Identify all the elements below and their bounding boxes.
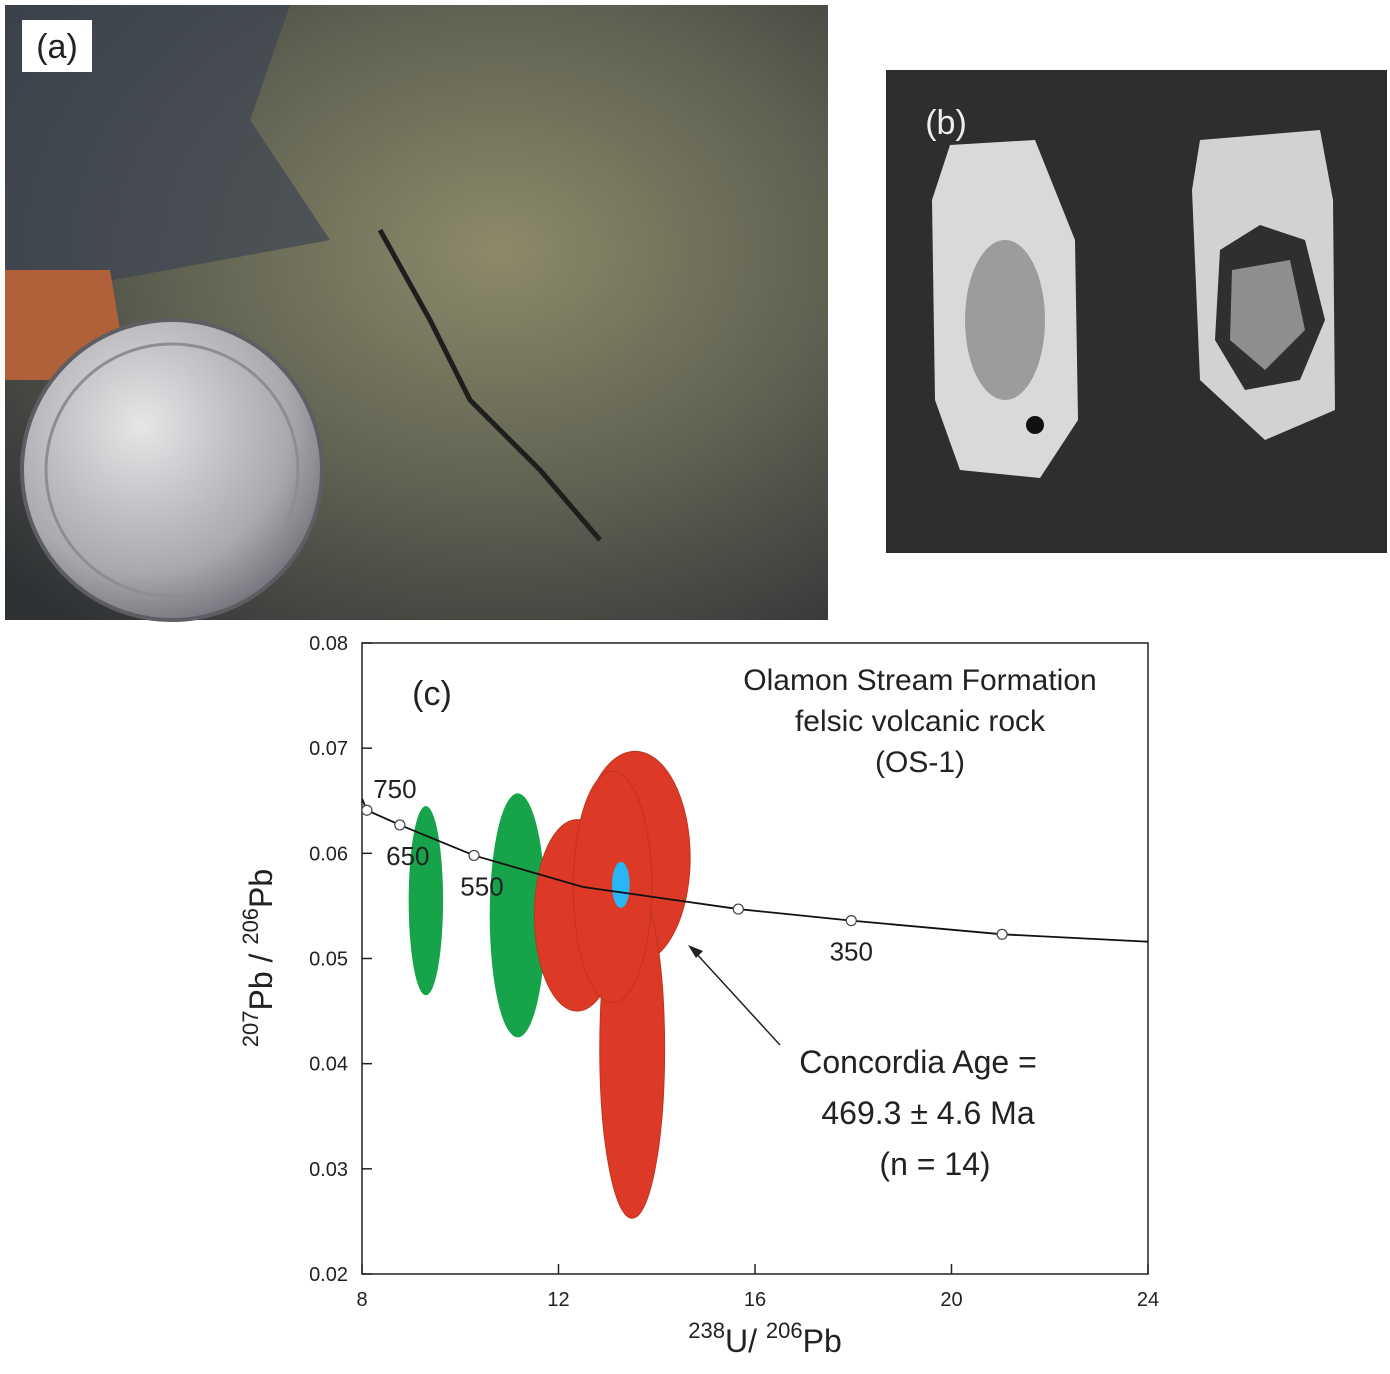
annotation: 469.3 ± 4.6 Ma	[821, 1095, 1034, 1131]
x-tick-label: 12	[547, 1289, 569, 1311]
axis-label-part: Pb	[803, 1323, 842, 1359]
y-tick-label: 0.04	[309, 1054, 348, 1076]
x-tick-label: 16	[744, 1289, 766, 1311]
axis-label-part: U/	[725, 1323, 766, 1359]
age-marker	[845, 915, 857, 927]
chart-title: felsic volcanic rock	[795, 705, 1046, 738]
x-tick-label: 24	[1137, 1289, 1159, 1311]
y-tick-label: 0.03	[309, 1159, 348, 1181]
chart-title: Olamon Stream Formation	[743, 664, 1096, 697]
panel-label: (b)	[925, 104, 967, 142]
age-marker	[394, 819, 406, 831]
arrow	[693, 950, 781, 1046]
age-marker	[361, 804, 373, 816]
y-tick-label: 0.08	[309, 633, 348, 655]
concordia-curve	[361, 798, 1149, 943]
chart-title: (OS-1)	[875, 746, 965, 779]
axis-label-part: Pb /	[243, 945, 279, 1011]
chart: (c) 8 12 16 20 24 0.02 0.03 0.04 0.05 0.06 0.07 0.0…	[238, 633, 1159, 1359]
panel-label: (a)	[36, 28, 78, 66]
y-tick-label: 0.06	[309, 843, 348, 865]
error-ellipse	[489, 793, 546, 1038]
age-marker	[732, 903, 744, 915]
age-label: 550	[460, 871, 503, 901]
y-tick-label: 0.02	[309, 1264, 348, 1286]
axis-label-part: 207	[238, 1010, 263, 1047]
axis-label-part: Pb	[243, 869, 279, 908]
ylabel: 207Pb / 206Pb	[238, 869, 279, 1047]
axis-label-part: 238	[688, 1318, 725, 1343]
age-marker	[468, 849, 480, 862]
error-ellipse	[612, 861, 630, 909]
age-label: 350	[830, 937, 873, 967]
photo-a: (a)	[5, 5, 828, 622]
x-tick-label: 8	[356, 1289, 367, 1311]
xlabel: 238U/ 206Pb	[688, 1318, 841, 1359]
photo-b: (b)	[886, 70, 1387, 553]
axis-label-part: 206	[238, 908, 263, 945]
annotation: (n = 14)	[879, 1146, 990, 1182]
panel-label: (c)	[412, 675, 452, 713]
y-tick-label: 0.07	[309, 738, 348, 760]
arrowhead	[688, 945, 703, 958]
annotation: Concordia Age =	[799, 1044, 1037, 1080]
axis-label-part: 206	[766, 1318, 803, 1343]
age-marker	[996, 928, 1008, 940]
x-tick-label: 20	[940, 1289, 962, 1311]
error-ellipse	[408, 806, 444, 996]
y-tick-label: 0.05	[309, 949, 348, 971]
age-label: 650	[386, 841, 429, 871]
age-label: 750	[373, 774, 416, 804]
